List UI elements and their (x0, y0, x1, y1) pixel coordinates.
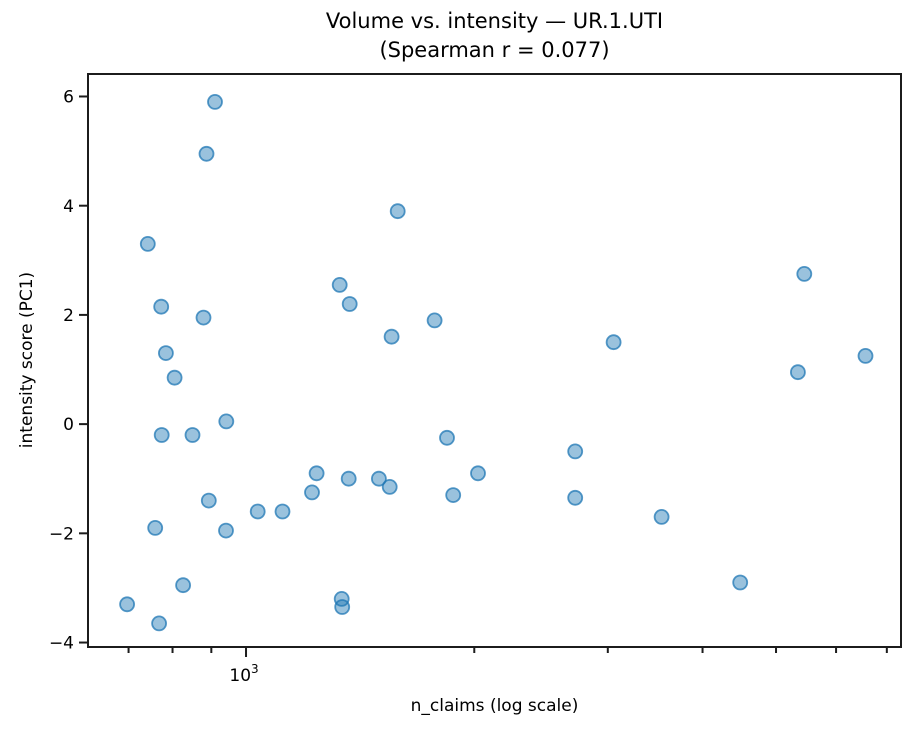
data-point (381, 478, 398, 495)
y-tick-label: 6 (63, 88, 74, 108)
plot-area (87, 73, 902, 648)
chart-title-line1: Volume vs. intensity — UR.1.UTI (325, 9, 664, 33)
y-tick-label: −4 (49, 634, 74, 654)
data-point (195, 309, 212, 326)
data-point (333, 591, 350, 607)
data-point (200, 492, 217, 509)
data-point (218, 413, 235, 430)
data-point (605, 334, 622, 351)
data-point (653, 509, 670, 525)
data-point (334, 599, 351, 615)
data-point (153, 298, 170, 315)
data-point (147, 520, 164, 536)
data-point (796, 265, 813, 282)
data-point (445, 487, 462, 504)
y-tick-label: −2 (49, 524, 74, 544)
chart-title: Volume vs. intensity — UR.1.UTI (Spearma… (87, 7, 902, 65)
data-point (166, 369, 183, 386)
data-point (389, 203, 406, 220)
data-point (790, 364, 806, 381)
data-point (151, 615, 168, 632)
data-point (249, 503, 266, 520)
data-point (304, 484, 320, 501)
data-point (198, 145, 215, 162)
y-tick-label: 0 (63, 415, 74, 435)
data-point (274, 503, 291, 520)
data-point (470, 465, 486, 482)
x-major-tick-label: 103 (229, 662, 258, 686)
data-point (119, 596, 135, 613)
data-point (567, 489, 584, 506)
data-point (340, 470, 357, 487)
data-point (857, 347, 874, 364)
data-point (175, 577, 192, 594)
chart-title-line2: (Spearman r = 0.077) (379, 38, 610, 62)
data-point (567, 443, 584, 460)
data-point (341, 296, 358, 312)
data-point (732, 574, 749, 591)
y-tick-label: 2 (63, 306, 74, 326)
data-point (331, 276, 348, 293)
data-point (157, 345, 174, 362)
data-point (218, 522, 234, 539)
data-point (184, 427, 201, 443)
data-point (383, 328, 400, 345)
data-point (426, 312, 443, 329)
data-point (370, 470, 387, 487)
y-axis-label: intensity score (PC1) (17, 271, 37, 449)
data-point (139, 235, 156, 252)
data-point (308, 465, 325, 482)
data-point (153, 427, 170, 443)
y-tick-label: 4 (63, 197, 74, 217)
x-axis-label: n_claims (log scale) (410, 696, 579, 716)
data-point (439, 429, 455, 446)
data-point (207, 94, 223, 110)
